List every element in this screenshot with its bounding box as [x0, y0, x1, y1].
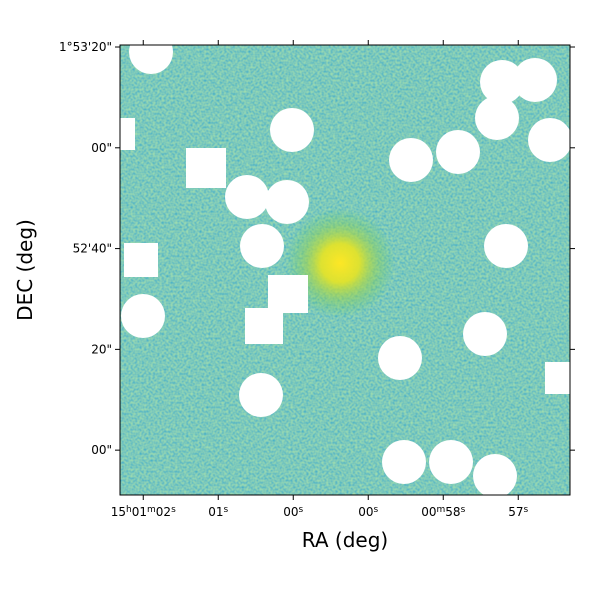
x-tick-label: 00s [283, 505, 303, 519]
y-tick-label: 00" [91, 141, 112, 155]
x-tick-label: 15h01m02s [111, 505, 176, 519]
x-tick-label: 00s [358, 505, 378, 519]
plot-frame [119, 44, 571, 496]
y-tick-label: 20" [91, 342, 112, 356]
source-blob [285, 208, 395, 318]
image [120, 45, 570, 495]
y-tick-label: 52'40" [73, 242, 112, 256]
y-tick-label: 00" [91, 443, 112, 457]
x-tick-label: 01s [208, 505, 228, 519]
masks [120, 45, 570, 495]
y-axis-label: DEC (deg) [13, 219, 37, 321]
x-tick-label: 57s [508, 505, 528, 519]
x-tick-label: 00m58s [421, 505, 465, 519]
x-axis-label: RA (deg) [302, 528, 388, 552]
y-tick-label: 1°53'20" [59, 40, 112, 54]
